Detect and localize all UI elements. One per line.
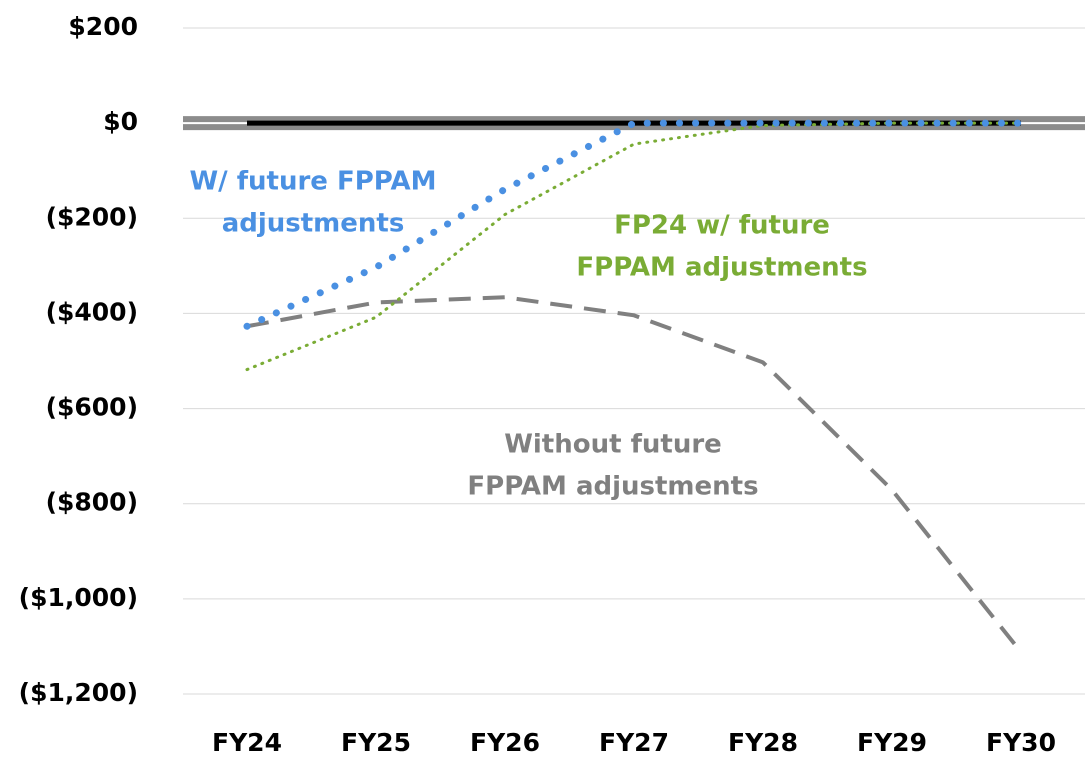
y-tick-label: ($400) [46,297,138,326]
line-series [243,119,1025,330]
y-tick-label: ($800) [46,488,138,517]
y-tick-label: $200 [68,12,138,41]
annotation: FPPAM adjustments [576,253,867,283]
line-series [245,121,1023,372]
line-series [246,295,1023,654]
y-tick-label: ($1,200) [19,678,138,707]
x-tick-label: FY25 [341,728,411,757]
x-tick-label: FY29 [857,728,927,757]
x-tick-label: FY27 [599,728,669,757]
annotation: W/ future FPPAM [190,167,437,197]
x-tick-label: FY24 [212,728,282,757]
annotation: FPPAM adjustments [467,472,758,502]
x-tick-label: FY26 [470,728,540,757]
x-tick-label: FY30 [986,728,1056,757]
annotation: FP24 w/ future [614,211,830,241]
y-tick-label: ($200) [46,202,138,231]
annotation: Without future [504,430,722,460]
y-tick-label: ($600) [46,393,138,422]
x-tick-label: FY28 [728,728,798,757]
y-tick-label: $0 [103,107,138,136]
annotation: adjustments [222,209,405,239]
y-tick-label: ($1,000) [19,583,138,612]
